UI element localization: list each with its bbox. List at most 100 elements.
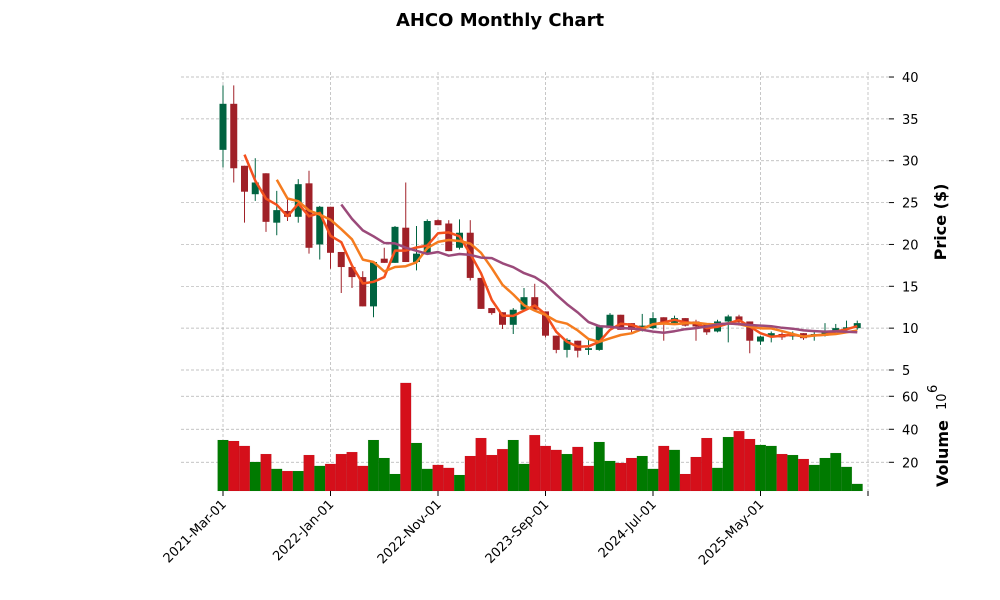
candle-body <box>327 206 334 253</box>
candle-body <box>606 314 614 327</box>
candle-body <box>724 316 732 322</box>
volume-bar <box>711 467 724 492</box>
x-tick-label: 2021-Mar-01 <box>161 497 230 566</box>
volume-bar <box>582 465 595 492</box>
volume-exponent-power: 6 <box>926 385 941 393</box>
x-tick-label: 2023-Sep-01 <box>483 497 553 567</box>
volume-bar <box>281 470 294 492</box>
volume-bar <box>529 434 541 492</box>
volume-bar <box>593 441 605 492</box>
volume-bar <box>486 454 498 492</box>
volume-bar <box>572 446 584 492</box>
volume-bar <box>561 453 573 492</box>
price-tick-label: 5 <box>902 364 910 379</box>
candle-body <box>402 227 410 263</box>
candle-body <box>499 312 506 325</box>
moving-average-12-line <box>340 203 858 334</box>
volume-bar <box>776 453 788 492</box>
volume-bar <box>819 457 831 492</box>
candle-body <box>832 328 840 332</box>
candle-body <box>757 336 764 342</box>
candle-body <box>370 262 377 307</box>
volume-bar <box>410 442 423 492</box>
volume-bar <box>787 454 799 492</box>
volume-bar <box>830 452 842 492</box>
volume-bar <box>507 439 519 492</box>
candle-body <box>660 317 668 324</box>
volume-bar <box>679 473 691 492</box>
candle-body <box>628 323 635 330</box>
volume-bar <box>249 461 261 492</box>
candle-body <box>520 297 528 310</box>
candle-body <box>391 226 399 263</box>
volume-bar <box>636 455 648 492</box>
volume-bar <box>615 462 627 492</box>
candle-body <box>617 314 625 330</box>
candle-body <box>477 277 485 309</box>
candle-body <box>251 182 259 195</box>
candle-body <box>445 223 453 252</box>
candle-body <box>359 277 367 307</box>
volume-bar <box>539 445 552 492</box>
candle-body <box>853 323 861 329</box>
volume-bar <box>496 448 509 492</box>
volume-bar <box>744 438 756 492</box>
volume-bar <box>690 456 702 492</box>
candle-body <box>316 206 324 245</box>
volume-bar <box>260 453 272 492</box>
price-tick-label: 15 <box>902 280 919 295</box>
volume-bar <box>658 445 670 492</box>
volume-bar <box>228 440 240 492</box>
volume-bar <box>367 439 380 492</box>
moving-average-6-line <box>275 179 858 344</box>
price-tick-label: 35 <box>902 113 919 128</box>
volume-bar <box>722 436 734 492</box>
price-tick-label: 10 <box>902 322 919 337</box>
volume-bar <box>400 382 412 492</box>
volume-bar <box>292 470 304 492</box>
volume-bar <box>346 451 358 492</box>
volume-bar <box>271 468 283 492</box>
volume-bar <box>335 453 347 492</box>
candle-body <box>488 308 496 314</box>
candle-body <box>337 251 345 268</box>
volume-bar <box>324 463 337 492</box>
candle-body <box>434 220 442 226</box>
candle-body <box>767 333 775 337</box>
volume-bar <box>389 473 401 492</box>
volume-bar <box>754 444 767 492</box>
candle-body <box>413 253 420 263</box>
volume-bar <box>464 455 476 492</box>
x-tick-label: 2024-Jul-01 <box>596 497 660 561</box>
volume-bar <box>840 466 853 492</box>
candle-body <box>509 309 517 325</box>
volume-bar <box>314 465 326 492</box>
volume-bar <box>475 437 487 492</box>
candle-body <box>552 335 560 350</box>
volume-bar <box>851 483 863 492</box>
volume-exponent-base: 10 <box>935 393 950 410</box>
volume-bar <box>808 464 820 492</box>
price-tick-label: 20 <box>902 238 919 253</box>
x-tick-label: 2022-Nov-01 <box>375 497 445 567</box>
candle-body <box>542 311 549 336</box>
volume-bar <box>733 430 745 492</box>
candle-body <box>531 297 539 310</box>
candle-body <box>380 258 388 263</box>
volume-bar <box>668 449 681 492</box>
volume-bar <box>432 464 444 492</box>
volume-bar <box>453 474 466 492</box>
candle-body <box>585 348 592 350</box>
volume-bar <box>765 445 777 492</box>
candle-body <box>219 103 227 150</box>
volume-bar <box>217 439 229 492</box>
x-tick-label: 2022-Jan-01 <box>270 497 337 564</box>
price-tick-label: 30 <box>902 155 919 170</box>
volume-bar <box>701 437 713 492</box>
chart-title: AHCO Monthly Chart <box>395 10 605 31</box>
volume-bar <box>625 457 638 492</box>
price-axis-label: Price ($) <box>931 184 950 261</box>
volume-bar <box>378 457 390 492</box>
